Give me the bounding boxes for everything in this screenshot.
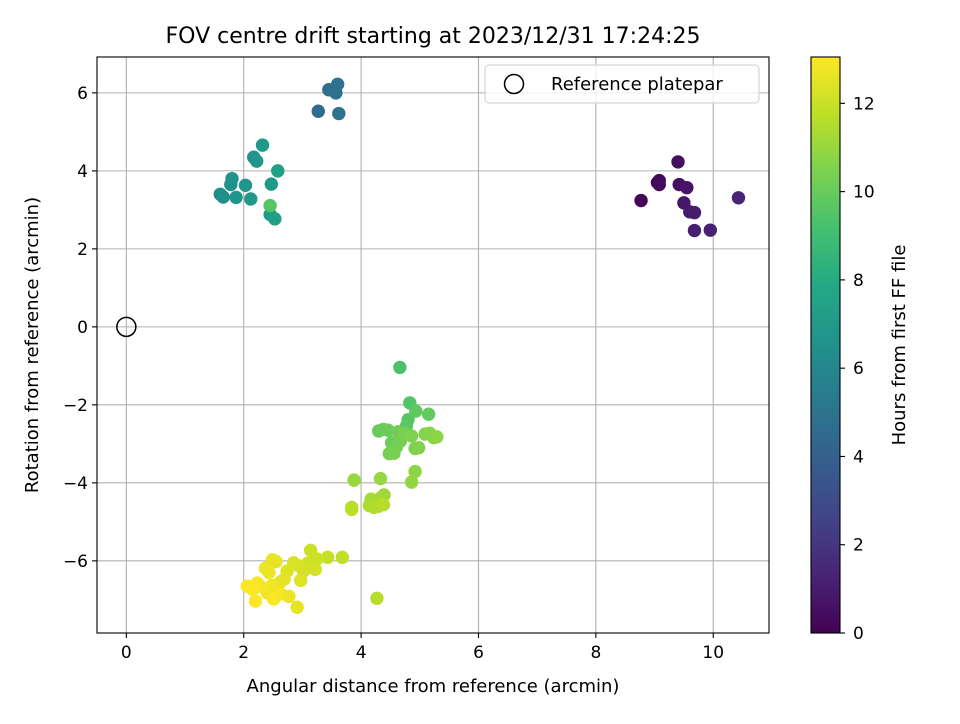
- colorbar-tick-label: 8: [853, 271, 864, 291]
- y-axis-label: Rotation from reference (arcmin): [22, 197, 43, 493]
- data-point: [687, 223, 702, 238]
- colorbar-tick-label: 12: [853, 94, 875, 114]
- y-ticks: −6 −4 −2 0 2 4 6: [63, 84, 97, 572]
- data-point: [370, 591, 384, 605]
- data-point: [330, 77, 345, 91]
- y-tick-label: −6: [63, 552, 88, 572]
- data-point: [264, 177, 279, 191]
- data-point: [290, 600, 304, 614]
- legend-box: [484, 64, 760, 104]
- data-point: [404, 429, 419, 443]
- x-tick-label: 2: [238, 643, 249, 663]
- data-point: [671, 155, 685, 169]
- data-point: [263, 198, 277, 213]
- data-point: [373, 471, 388, 486]
- x-tick-label: 8: [590, 643, 601, 663]
- data-point: [731, 191, 746, 205]
- x-tick-label: 10: [702, 643, 724, 663]
- data-point: [408, 464, 422, 479]
- chart-title: FOV centre drift starting at 2023/12/31 …: [166, 24, 701, 49]
- data-point: [248, 594, 263, 608]
- reference-platepar-marker: [116, 316, 137, 338]
- data-point: [404, 475, 419, 489]
- colorbar-frame: [810, 56, 841, 634]
- data-point: [311, 104, 325, 118]
- colorbar-tick-label: 6: [853, 359, 864, 379]
- data-point: [703, 223, 718, 237]
- data-point: [216, 190, 230, 204]
- data-point: [238, 178, 253, 193]
- data-point: [381, 423, 395, 437]
- legend-label: Reference platepar: [551, 74, 723, 95]
- legend-marker: [503, 73, 525, 95]
- colorbar-label: Hours from first FF file: [889, 245, 910, 446]
- x-axis-label: Angular distance from reference (arcmin): [247, 676, 620, 697]
- data-point: [255, 138, 270, 152]
- data-point: [332, 106, 346, 121]
- data-point: [345, 502, 359, 517]
- x-tick-label: 6: [473, 643, 484, 663]
- y-tick-label: −4: [63, 474, 88, 494]
- data-point: [387, 446, 401, 460]
- data-point: [308, 562, 323, 577]
- data-point: [687, 205, 702, 220]
- data-point: [652, 177, 666, 192]
- y-tick-label: 2: [77, 240, 88, 260]
- data-point: [244, 192, 258, 206]
- data-point: [411, 441, 426, 455]
- data-point: [335, 550, 350, 565]
- data-point: [268, 212, 282, 226]
- data-point: [303, 543, 318, 558]
- data-point: [421, 407, 436, 421]
- colorbar-tick-label: 10: [853, 183, 875, 203]
- colorbar-tick-label: 2: [853, 536, 864, 556]
- data-point: [245, 582, 259, 596]
- data-point: [229, 190, 243, 205]
- data-point: [258, 561, 273, 575]
- y-tick-label: 4: [77, 162, 88, 182]
- data-point: [225, 171, 239, 186]
- data-point: [634, 193, 648, 208]
- x-ticks: 0 2 4 6 8 10: [121, 633, 724, 663]
- x-tick-label: 4: [356, 643, 367, 663]
- scatter-points: [213, 77, 746, 614]
- colorbar-tick-label: 4: [853, 447, 864, 467]
- colorbar: 0 2 4 6 8 10 12 Hours from first FF file: [810, 56, 910, 644]
- x-tick-label: 0: [121, 643, 132, 663]
- data-point: [430, 430, 444, 444]
- data-point: [408, 404, 423, 418]
- y-tick-label: 6: [77, 84, 88, 104]
- data-point: [282, 589, 296, 604]
- data-point: [249, 154, 264, 168]
- plot-frame: [96, 56, 770, 634]
- data-point: [320, 550, 335, 565]
- colorbar-gradient: [811, 57, 840, 633]
- grid: [97, 57, 769, 633]
- data-point: [271, 164, 285, 178]
- y-tick-label: −2: [63, 396, 88, 416]
- colorbar-ticks: 0 2 4 6 8 10 12: [840, 94, 875, 644]
- data-point: [376, 497, 391, 512]
- colorbar-tick-label: 0: [853, 624, 864, 644]
- data-point: [347, 473, 361, 487]
- data-point: [393, 360, 407, 375]
- y-tick-label: 0: [77, 318, 88, 338]
- legend: Reference platepar: [484, 64, 760, 104]
- data-point: [293, 573, 308, 588]
- reference-marker-group: [116, 316, 137, 338]
- data-point: [680, 180, 694, 195]
